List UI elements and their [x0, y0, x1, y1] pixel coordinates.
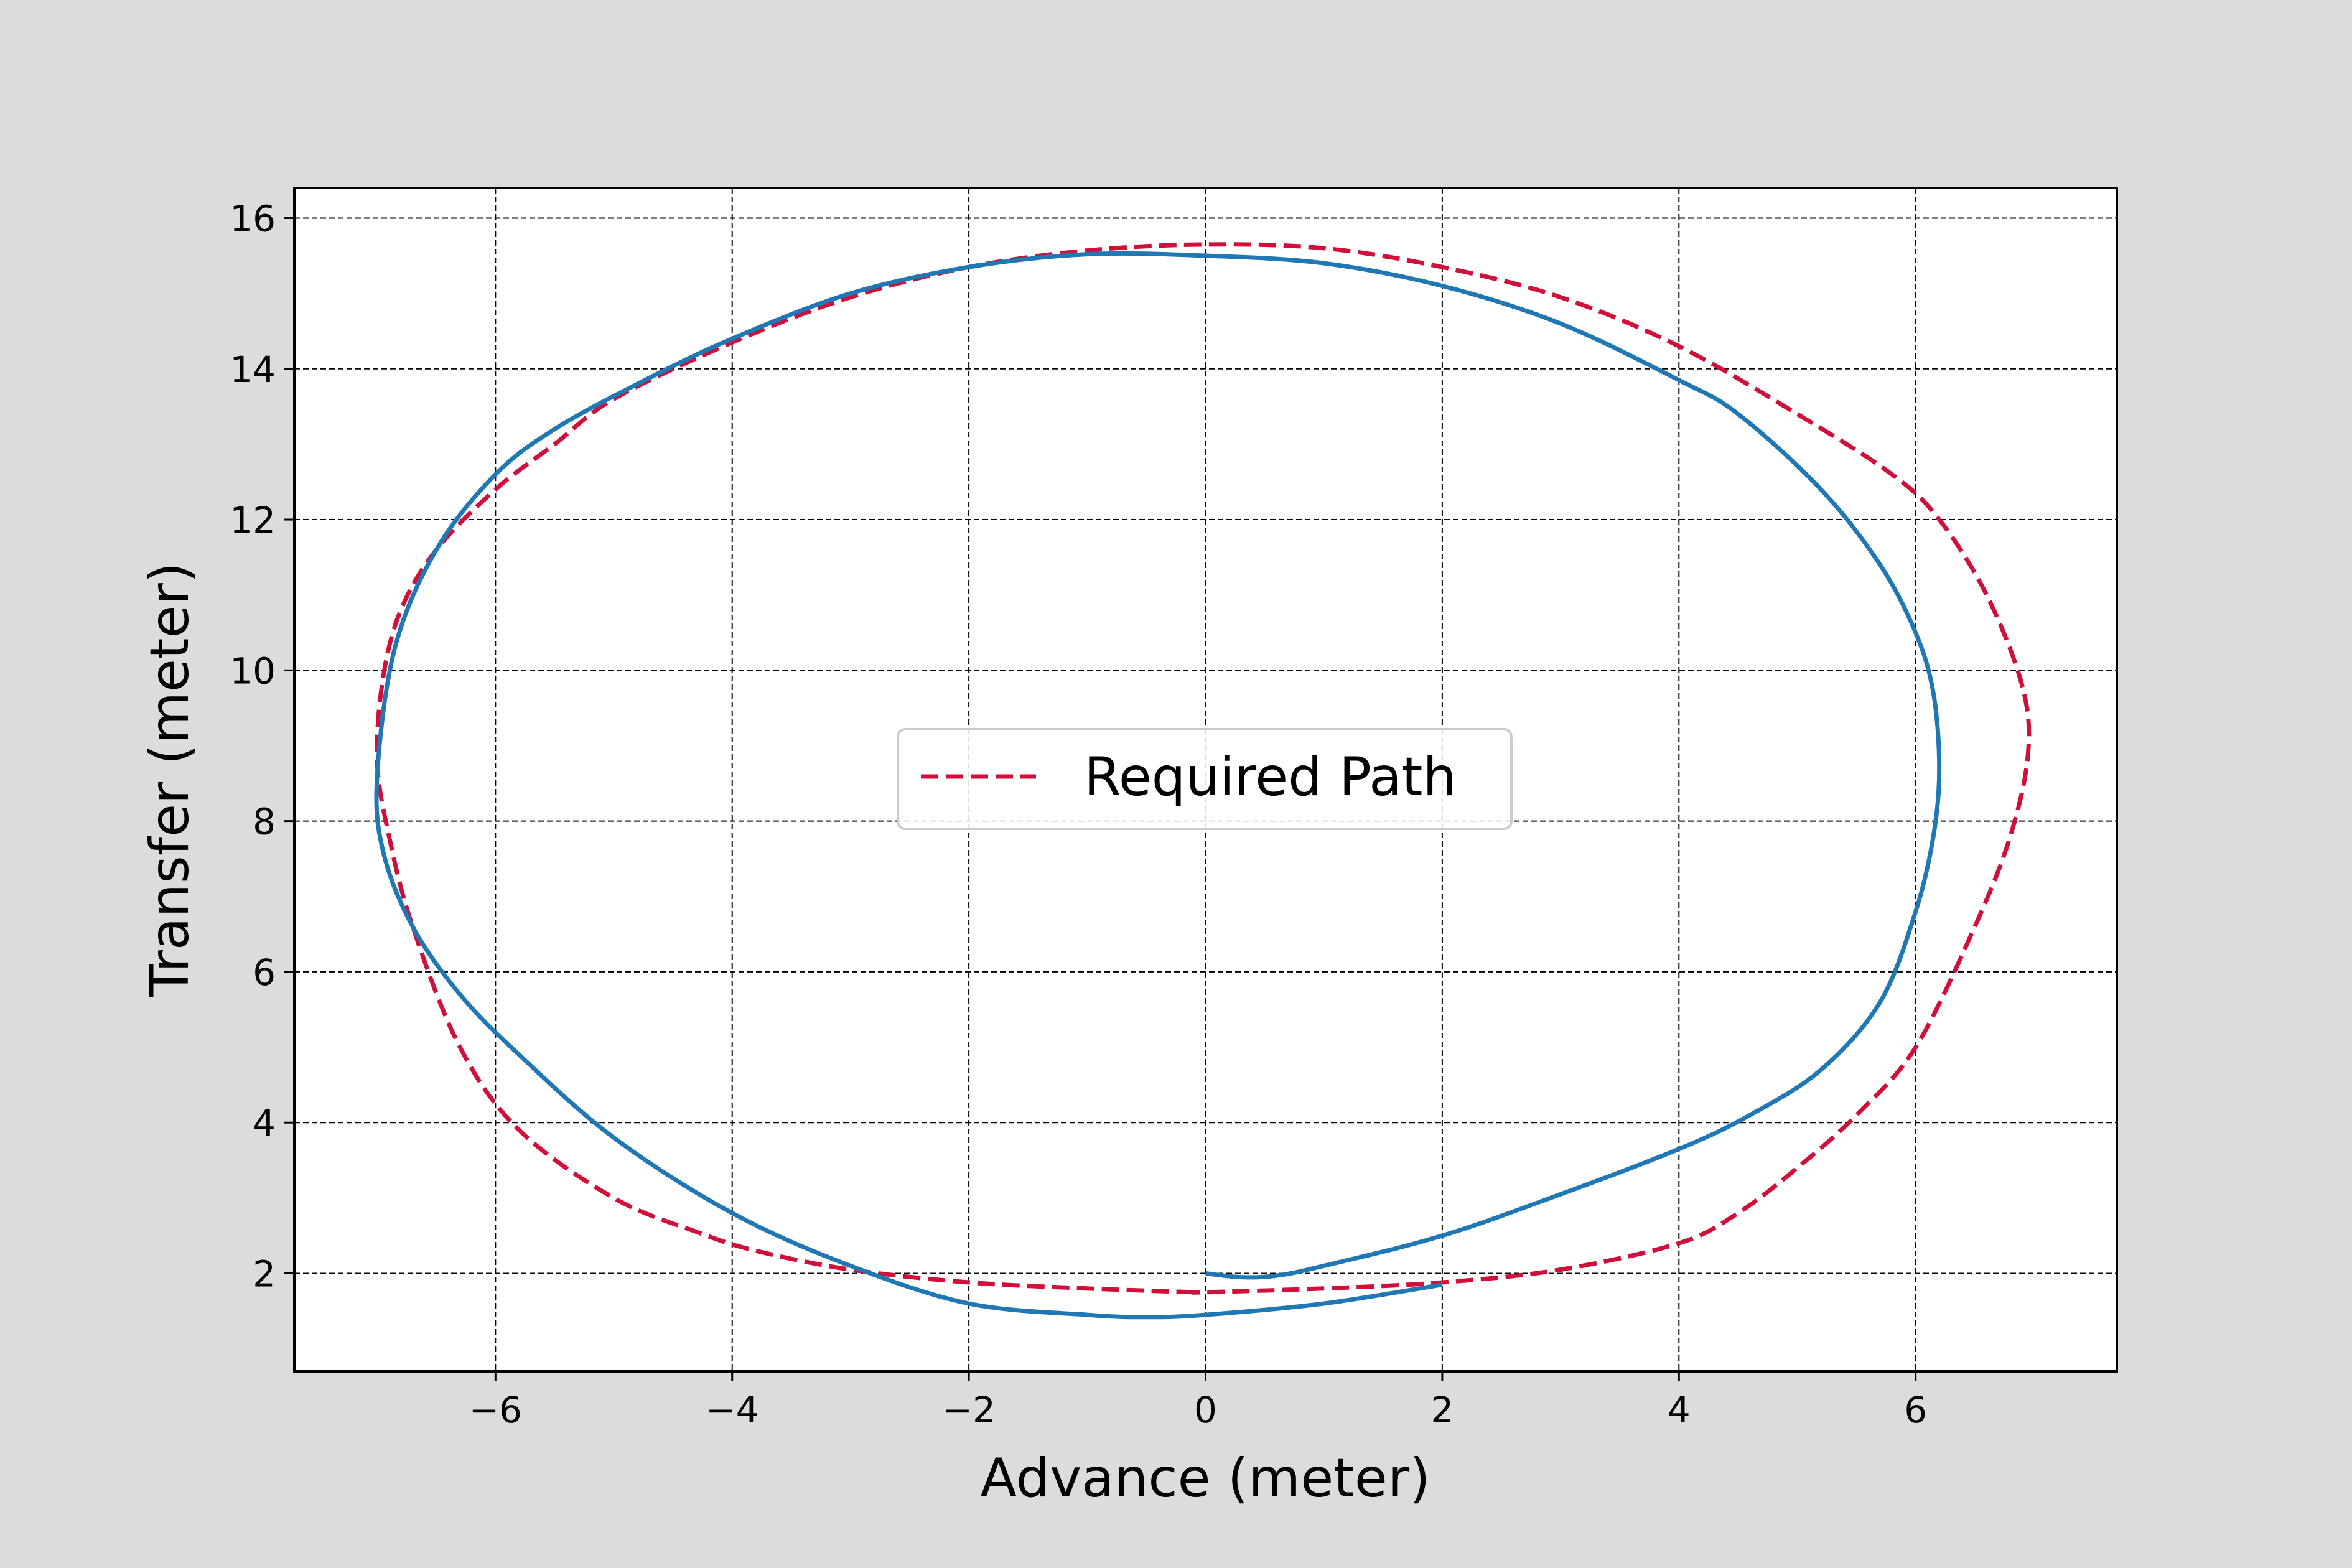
x-tick-label: 6 [1904, 1389, 1927, 1431]
y-tick-label: 6 [253, 951, 276, 994]
y-tick-label: 14 [230, 348, 276, 391]
series-line-required-path [375, 242, 2032, 1295]
y-tick-label: 4 [253, 1102, 276, 1144]
series-line-2 [374, 251, 1942, 1320]
x-tick-label: −6 [469, 1389, 523, 1431]
ticks: −6 −4 −2 0 2 4 6 2 4 6 8 10 12 14 16 [230, 197, 1927, 1431]
x-tick-label: 2 [1430, 1389, 1454, 1431]
y-tick-label: 2 [253, 1253, 276, 1295]
x-tick-label: −2 [942, 1389, 996, 1431]
y-tick-label: 16 [230, 197, 276, 240]
x-tick-label: −4 [706, 1389, 759, 1431]
x-axis-label: Advance (meter) [980, 1447, 1430, 1510]
x-tick-label: 4 [1668, 1389, 1691, 1431]
y-tick-label: 12 [230, 499, 276, 541]
legend-box [897, 728, 1513, 830]
y-axis-label: Transfer (meter) [139, 562, 201, 998]
y-tick-label: 8 [253, 801, 276, 843]
series-layer [374, 242, 2032, 1320]
legend: Required Path [897, 728, 1513, 830]
y-tick-label: 10 [230, 650, 276, 692]
legend-entry-required-path: Required Path [1084, 746, 1457, 808]
x-tick-label: 0 [1194, 1389, 1217, 1431]
